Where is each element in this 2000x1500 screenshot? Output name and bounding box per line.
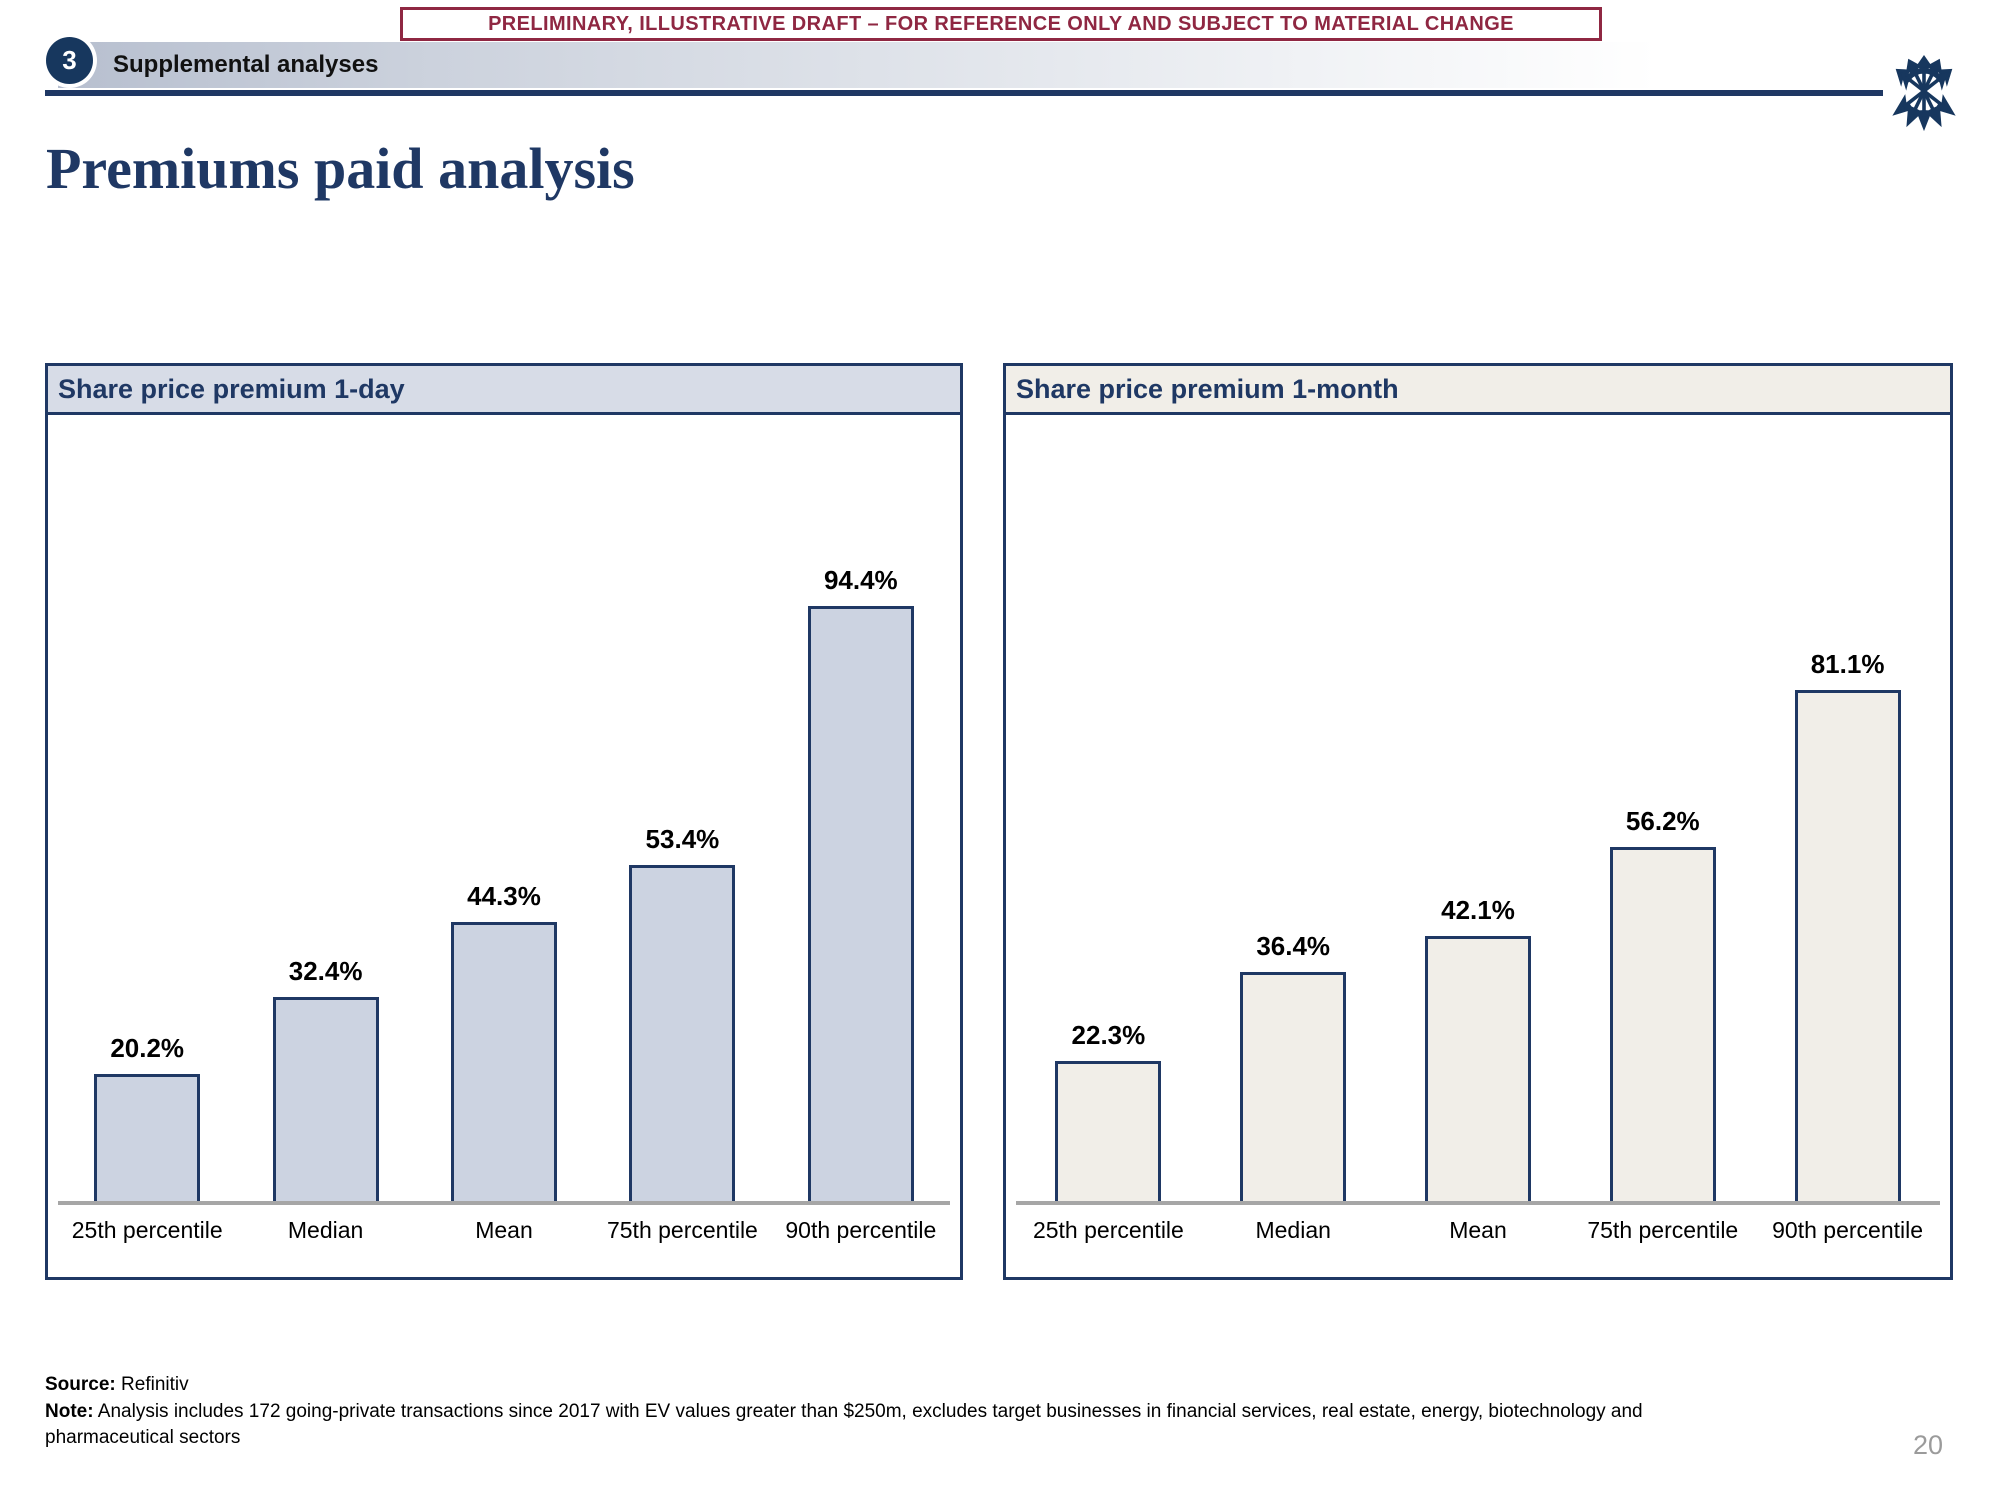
chart-panel-1-day: Share price premium 1-day 20.2% 32.4% 44.3… <box>45 363 963 1280</box>
bar-value-label: 56.2% <box>1625 806 1700 836</box>
page-title: Premiums paid analysis <box>46 135 635 201</box>
draft-banner: PRELIMINARY, ILLUSTRATIVE DRAFT – FOR RE… <box>400 7 1602 41</box>
bar <box>1424 936 1531 1201</box>
panel-title: Share price premium 1-day <box>58 373 405 404</box>
category-label: Median <box>1255 1217 1331 1243</box>
section-number: 3 <box>62 45 77 75</box>
footnotes: Source: Refinitiv Note: Analysis include… <box>45 1372 1690 1451</box>
category-axis: 25th percentile Median Mean 75th percentile… <box>1016 1205 1940 1244</box>
note-label: Note: <box>45 1401 94 1422</box>
bar-value-label: 22.3% <box>1071 1020 1146 1050</box>
bar-column: 42.1% <box>1386 895 1571 1201</box>
bar-value-label: 36.4% <box>1256 931 1331 961</box>
bar-column: 20.2% <box>58 1033 236 1201</box>
page-number: 20 <box>1913 1430 1944 1460</box>
bar <box>272 997 379 1201</box>
bar <box>807 606 914 1201</box>
chart-body: 20.2% 32.4% 44.3% 53.4% 94.4% 25th percentil… <box>48 415 960 1277</box>
bar-column: 22.3% <box>1016 1020 1201 1201</box>
bar-value-label: 42.1% <box>1441 895 1515 925</box>
chart-panel-header: Share price premium 1-month <box>1006 366 1950 415</box>
category-label: 90th percentile <box>1772 1217 1924 1243</box>
category-label: 75th percentile <box>606 1217 758 1243</box>
category-label: Mean <box>475 1217 533 1243</box>
bar-column: 53.4% <box>593 824 771 1201</box>
source-label: Source: <box>45 1374 116 1395</box>
bar-column: 56.2% <box>1570 806 1755 1201</box>
category-label: 75th percentile <box>1587 1217 1739 1243</box>
bar <box>1794 690 1901 1201</box>
category-axis: 25th percentile Median Mean 75th percentile… <box>58 1205 950 1244</box>
bar-column: 94.4% <box>772 565 950 1201</box>
source-text: Refinitiv <box>115 1374 189 1395</box>
bar <box>1609 847 1716 1201</box>
category-label: 90th percentile <box>785 1217 937 1243</box>
chart-panel-header: Share price premium 1-day <box>48 366 960 415</box>
header-rule <box>45 90 1883 96</box>
category-label: Mean <box>1449 1217 1507 1243</box>
bar-column: 44.3% <box>415 881 593 1201</box>
category-label: 25th percentile <box>1032 1217 1184 1243</box>
bar-column: 36.4% <box>1201 931 1386 1201</box>
section-gradient-bar <box>58 42 1940 88</box>
bar <box>94 1074 201 1201</box>
bar-value-label: 53.4% <box>645 824 720 854</box>
bar-column: 32.4% <box>236 956 414 1201</box>
source-line: Source: Refinitiv <box>45 1372 1690 1398</box>
bar <box>451 922 558 1201</box>
draft-banner-text: PRELIMINARY, ILLUSTRATIVE DRAFT – FOR RE… <box>488 12 1514 35</box>
note-line: Note: Analysis includes 172 going-privat… <box>45 1399 1690 1451</box>
bar-value-label: 32.4% <box>288 956 363 986</box>
section-label: Supplemental analyses <box>113 51 379 78</box>
plot-area: 20.2% 32.4% 44.3% 53.4% 94.4% <box>58 415 950 1205</box>
bar-value-label: 81.1% <box>1810 649 1885 679</box>
bar-value-label: 94.4% <box>823 565 898 595</box>
bar <box>629 865 736 1201</box>
bar <box>1240 972 1347 1201</box>
bar-value-label: 20.2% <box>110 1033 185 1063</box>
category-label: 25th percentile <box>71 1217 223 1243</box>
chart-panel-1-month: Share price premium 1-month 22.3% 36.4% 42… <box>1003 363 1953 1280</box>
note-text: Analysis includes 172 going-private tran… <box>45 1401 1643 1448</box>
plot-area: 22.3% 36.4% 42.1% 56.2% 81.1% <box>1016 415 1940 1205</box>
panel-title: Share price premium 1-month <box>1016 373 1399 404</box>
category-label: Median <box>287 1217 364 1243</box>
section-number-badge: 3 <box>46 37 93 84</box>
bar-column: 81.1% <box>1755 649 1940 1201</box>
bar <box>1055 1061 1162 1201</box>
chart-body: 22.3% 36.4% 42.1% 56.2% 81.1% 25th percentil… <box>1006 415 1950 1277</box>
company-logo-arrows-starburst-icon <box>1892 55 1956 132</box>
bar-value-label: 44.3% <box>467 881 541 911</box>
